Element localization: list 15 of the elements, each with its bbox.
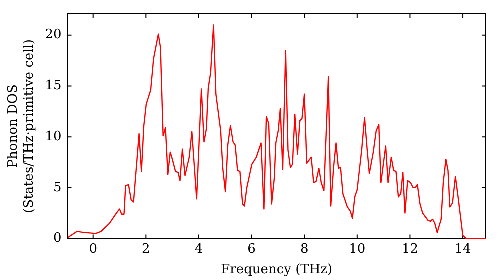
x-tick-label: 10 [349, 242, 366, 257]
x-tick-label: 0 [89, 242, 98, 257]
y-tick-label: 5 [53, 180, 62, 196]
x-tick-label: 12 [402, 242, 418, 257]
x-tick-label: 4 [194, 242, 204, 257]
y-tick-label: 0 [53, 231, 62, 246]
y-tick-label: 20 [45, 28, 62, 43]
y-tick-label: 15 [45, 78, 62, 94]
x-axis-title: Frequency (THz) [221, 262, 333, 278]
x-tick-label: 14 [454, 242, 472, 257]
x-tick-label: 8 [300, 242, 309, 257]
x-tick-label: 6 [248, 242, 256, 257]
y-tick-label: 10 [45, 129, 62, 144]
x-tick-label: 2 [142, 242, 150, 257]
y-axis-title: Phonon DOS (States/THz·primitive cell) [6, 39, 37, 214]
